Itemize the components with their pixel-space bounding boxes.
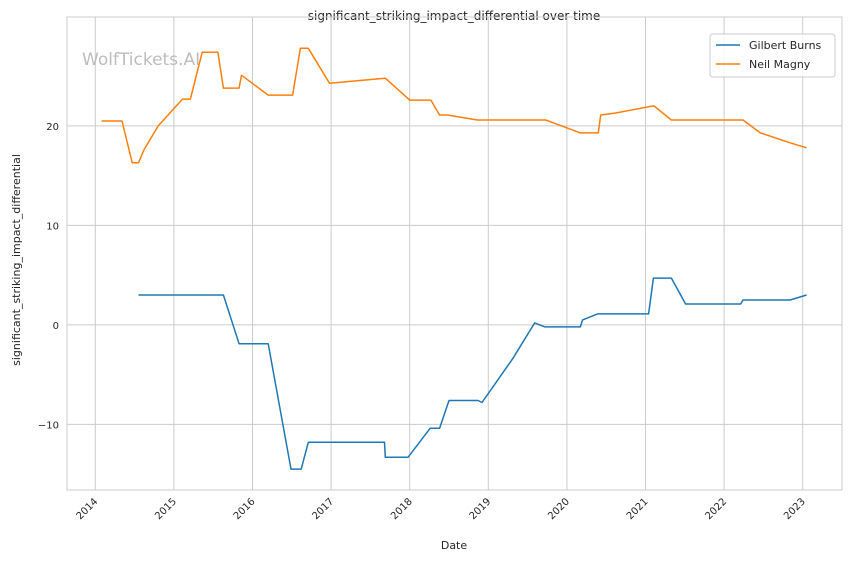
x-tick-label: 2018: [389, 496, 415, 522]
x-tick-label: 2016: [232, 496, 258, 522]
x-tick-label: 2021: [625, 496, 651, 522]
series-line-gilbert-burns: [138, 277, 807, 470]
x-tick-label: 2019: [468, 496, 494, 522]
grid: [67, 17, 842, 490]
plot-area-frame: [66, 16, 843, 491]
series-group: [101, 47, 807, 470]
x-tick-label: 2017: [310, 496, 336, 522]
series-line-neil-magny: [101, 47, 807, 164]
chart-title: significant_striking_impact_differential…: [308, 9, 600, 23]
x-tick-label: 2015: [153, 496, 179, 522]
y-tick-label: 0: [53, 321, 59, 332]
ticks: 2014 2015 2016 2017 2018 2019 2020 2021 2022 2023…: [38, 122, 808, 522]
legend: Gilbert Burns Neil Magny: [709, 33, 836, 78]
legend-label-gilbert-burns: Gilbert Burns: [749, 39, 822, 52]
legend-box: [709, 33, 836, 78]
x-tick-label: 2014: [75, 496, 101, 522]
y-tick-label: 10: [46, 221, 59, 232]
y-tick-label: 20: [46, 122, 59, 133]
y-axis-label: significant_striking_impact_differential: [10, 154, 23, 366]
x-axis-label: Date: [441, 539, 468, 552]
x-tick-label: 2023: [782, 496, 808, 522]
legend-label-neil-magny: Neil Magny: [749, 58, 811, 71]
x-tick-label: 2022: [703, 496, 729, 522]
y-tick-label: −10: [38, 420, 59, 431]
x-tick-label: 2020: [546, 496, 572, 522]
watermark: WolfTickets.AI: [82, 50, 200, 70]
